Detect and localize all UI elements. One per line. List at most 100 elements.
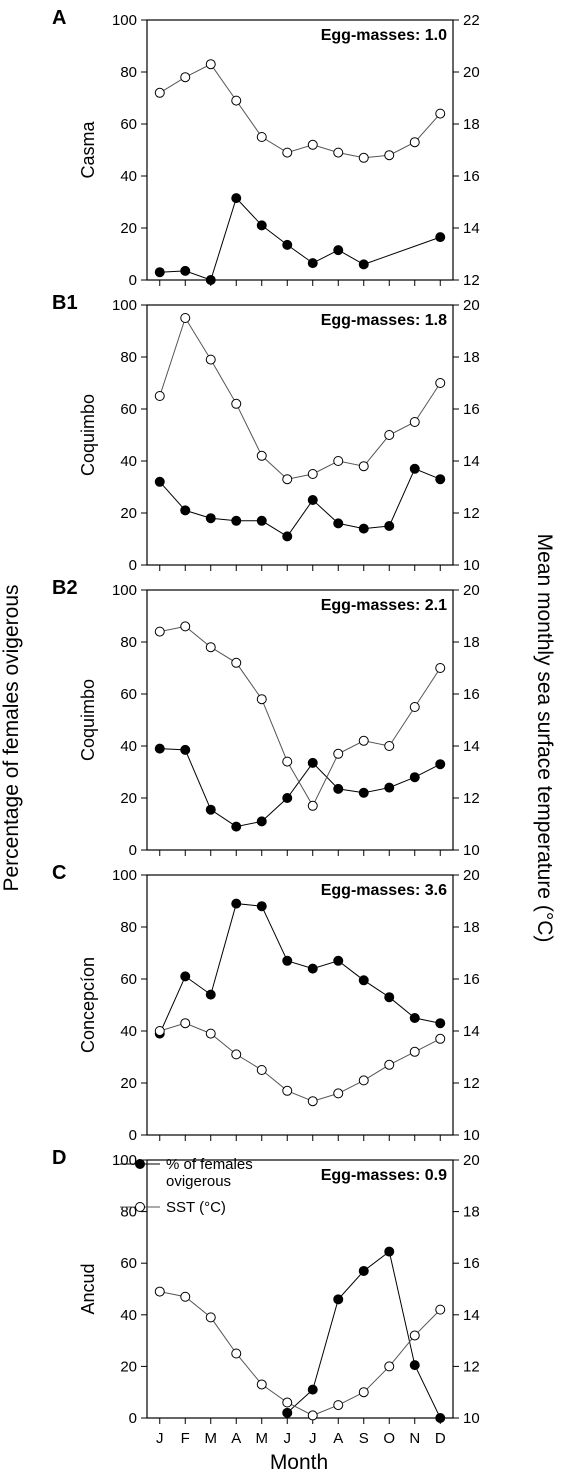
ovigerous-point xyxy=(180,744,191,755)
ovigerous-point xyxy=(384,521,395,531)
panel-a: 0 20 40 60 80 100 12 14 16 18 20 22 A Casma Egg-masses… xyxy=(52,7,480,289)
ovigerous-point xyxy=(256,220,267,231)
sst-point xyxy=(282,1085,293,1096)
plot-frame xyxy=(146,589,454,851)
ovigerous-point xyxy=(435,1413,446,1423)
sst-point xyxy=(205,1028,216,1039)
ovigerous-point xyxy=(231,898,242,909)
sst-point xyxy=(307,1410,318,1421)
left-tick-label: 0 xyxy=(129,272,137,289)
panel-c: 0 20 40 60 80 100 10 12 14 16 18 20 C Concepcíon Egg-m… xyxy=(52,862,480,1144)
sst-series-line xyxy=(159,625,441,807)
right-tick-label: 20 xyxy=(463,64,480,81)
sst-point xyxy=(256,1065,267,1075)
right-tick-label: 16 xyxy=(463,1255,480,1272)
sst-point xyxy=(409,417,420,427)
sst-point xyxy=(333,456,344,466)
ovigerous-point xyxy=(307,963,318,974)
sst-point xyxy=(180,1291,191,1302)
panel-b1: 0 20 40 60 80 100 10 12 14 16 18 20 B1 Coquimbo Egg-ma… xyxy=(52,292,480,574)
left-tick-label: 80 xyxy=(120,1204,137,1221)
sst-point xyxy=(384,741,395,751)
ovigerous-point xyxy=(307,258,318,269)
site-label: Concepcíon xyxy=(78,957,98,1053)
left-tick-label: 20 xyxy=(120,790,137,807)
ovigerous-point xyxy=(333,518,344,529)
sst-point xyxy=(256,694,267,705)
right-tick-label: 22 xyxy=(463,12,480,29)
left-tick-label: 0 xyxy=(129,557,137,574)
left-tick-label: 40 xyxy=(120,1307,137,1324)
sst-point xyxy=(358,1075,369,1086)
left-tick-label: 80 xyxy=(120,634,137,651)
left-tick-label: 20 xyxy=(120,1358,137,1375)
sst-point xyxy=(435,663,446,673)
ovigerous-point xyxy=(384,992,395,1003)
right-tick-label: 14 xyxy=(463,738,480,755)
sst-point xyxy=(384,430,395,440)
sst-point xyxy=(256,1379,267,1390)
ovigerous-point xyxy=(154,476,165,487)
x-axis-title: Month xyxy=(270,1451,328,1474)
egg-masses-annotation: Egg-masses: 2.1 xyxy=(321,597,447,614)
left-tick-label: 0 xyxy=(129,842,137,859)
sst-point xyxy=(231,398,242,409)
left-tick-label: 60 xyxy=(120,1255,137,1272)
ovigerous-point xyxy=(282,531,293,542)
x-tick-label: S xyxy=(359,1430,369,1447)
ovigerous-point xyxy=(333,955,344,966)
ovigerous-point xyxy=(205,804,216,815)
y-axis-left-title: Percentage of females ovigerous xyxy=(0,584,23,891)
plot-frame xyxy=(146,304,454,566)
x-tick-label: J xyxy=(284,1430,292,1447)
sst-point xyxy=(409,702,420,712)
right-tick-label: 12 xyxy=(463,1358,480,1375)
ovigerous-point xyxy=(435,759,446,770)
right-tick-label: 18 xyxy=(463,116,480,133)
right-tick-label: 20 xyxy=(463,1152,480,1169)
sst-point xyxy=(307,469,318,479)
plot-frame xyxy=(146,874,454,1136)
right-tick-label: 16 xyxy=(463,686,480,703)
left-tick-label: 80 xyxy=(120,919,137,936)
legend-sst-marker xyxy=(135,1202,145,1212)
ovigerous-point xyxy=(409,1360,420,1371)
x-tick-label: D xyxy=(435,1430,446,1447)
ovigerous-point xyxy=(358,523,369,534)
right-tick-label: 20 xyxy=(463,867,480,884)
right-tick-label: 12 xyxy=(463,272,480,289)
site-label: Ancud xyxy=(78,1263,98,1314)
sst-point xyxy=(154,1286,165,1297)
sst-point xyxy=(154,1026,165,1036)
right-tick-label: 10 xyxy=(463,842,480,859)
sst-point xyxy=(384,1361,395,1372)
panel-letter: C xyxy=(52,862,66,884)
sst-point xyxy=(231,657,242,668)
right-tick-label: 18 xyxy=(463,349,480,366)
x-tick-label: A xyxy=(333,1430,343,1447)
left-tick-label: 80 xyxy=(120,349,137,366)
left-tick-label: 0 xyxy=(129,1127,137,1144)
left-tick-label: 40 xyxy=(120,168,137,185)
sst-point xyxy=(307,139,318,150)
right-tick-label: 10 xyxy=(463,1127,480,1144)
ovigerous-point xyxy=(180,265,191,276)
sst-point xyxy=(282,756,293,767)
sst-point xyxy=(358,152,369,163)
sst-point xyxy=(333,1400,344,1411)
left-tick-label: 20 xyxy=(120,220,137,237)
ovigerous-point xyxy=(205,513,216,524)
ovigerous-point xyxy=(409,772,420,783)
ovigerous-point xyxy=(154,267,165,278)
y-axis-right-title: Mean monthly sea surface temperature (°C… xyxy=(533,534,556,943)
panel-letter: A xyxy=(52,7,66,29)
right-tick-label: 20 xyxy=(463,297,480,314)
sst-point xyxy=(435,108,446,119)
sst-point xyxy=(409,1046,420,1057)
sst-point xyxy=(435,1304,446,1315)
sst-point xyxy=(384,150,395,161)
left-tick-label: 60 xyxy=(120,116,137,133)
plot-frame xyxy=(146,1159,454,1419)
plot-frame xyxy=(146,19,454,281)
sst-point xyxy=(205,642,216,653)
